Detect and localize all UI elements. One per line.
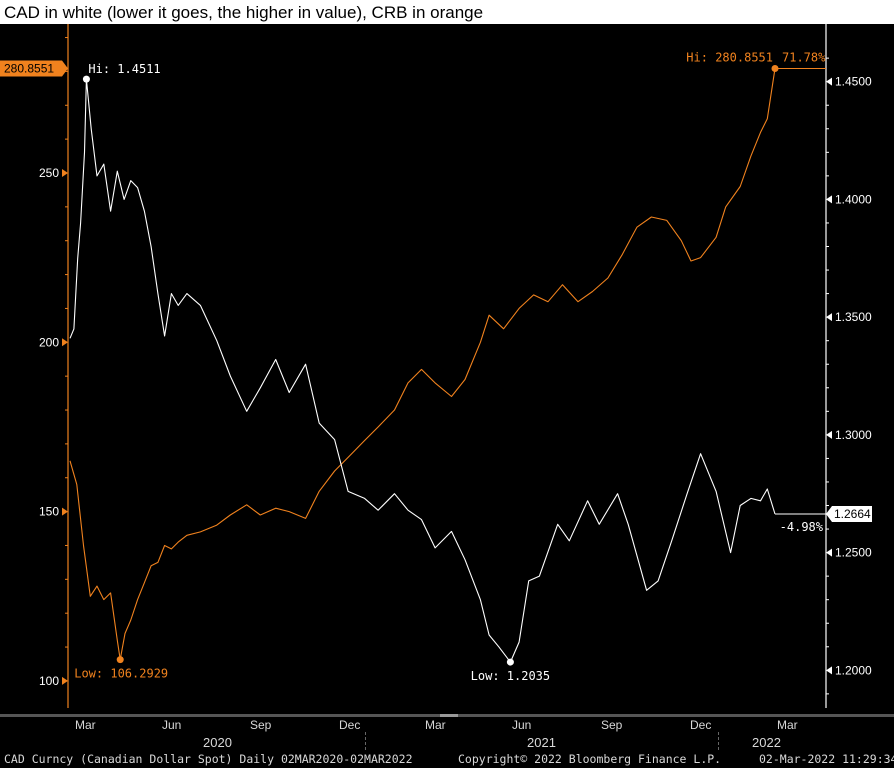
- timeline-scrollbar[interactable]: [0, 714, 894, 717]
- left-axis-tick-label: 100: [39, 674, 59, 688]
- left-axis-tick: [62, 507, 68, 516]
- right-axis-tick-label: 1.4500: [835, 75, 872, 89]
- crb-low-marker: [116, 656, 124, 664]
- copyright-text: Copyright© 2022 Bloomberg Finance L.P.: [458, 752, 722, 766]
- year-separator: [718, 732, 719, 750]
- scrollbar-thumb[interactable]: [440, 714, 458, 717]
- right-axis-tick: [826, 195, 832, 204]
- crb-low-label: Low: 106.2929: [74, 667, 168, 681]
- cad-low-marker: [506, 658, 514, 666]
- chart-title: CAD in white (lower it goes, the higher …: [4, 3, 484, 22]
- right-axis-tick-label: 1.4000: [835, 192, 872, 206]
- right-axis-tick-label: 1.2500: [835, 546, 872, 560]
- x-month-label: Sep: [250, 718, 272, 732]
- cad-current-tag: [826, 505, 872, 522]
- right-axis-tick: [826, 666, 832, 675]
- x-month-label: Sep: [601, 718, 623, 732]
- x-year-label: 2020: [203, 735, 232, 750]
- security-description: CAD Curncy (Canadian Dollar Spot) Daily …: [4, 752, 413, 766]
- crb-change-label: 71.78%: [782, 51, 826, 65]
- right-axis-tick: [826, 430, 832, 439]
- x-month-label: Dec: [690, 718, 712, 732]
- right-axis-tick-label: 1.2000: [835, 663, 872, 677]
- year-separator: [365, 732, 366, 750]
- right-axis-tick: [826, 77, 832, 86]
- x-month-label: Mar: [777, 718, 798, 732]
- x-month-label: Mar: [75, 718, 96, 732]
- cad-low-label: Low: 1.2035: [471, 669, 550, 683]
- x-month-label: Jun: [512, 718, 532, 732]
- x-year-label: 2021: [527, 735, 556, 750]
- cad-high-label: Hi: 1.4511: [88, 62, 160, 76]
- left-axis-tick-label: 250: [39, 166, 59, 180]
- crb-current-value: 280.8551: [4, 62, 54, 76]
- cad-current-value: 1.2664: [834, 507, 871, 521]
- cad-high-marker: [82, 75, 90, 83]
- cad-series-line: [69, 78, 776, 663]
- right-axis-tick-label: 1.3000: [835, 428, 872, 442]
- left-axis-tick: [62, 338, 68, 347]
- chart-svg: 100 150 200 250 1.2000 1.2500 1.3000 1.3500 1.40…: [0, 24, 894, 714]
- right-axis-tick-label: 1.3500: [835, 310, 872, 324]
- x-month-label: Jun: [162, 718, 182, 732]
- cad-change-label: -4.98%: [780, 520, 824, 534]
- x-month-label: Dec: [339, 718, 361, 732]
- plot-background: [0, 24, 894, 714]
- chart-area: 100 150 200 250 1.2000 1.2500 1.3000 1.3500 1.40…: [0, 24, 894, 714]
- left-axis-tick-label: 200: [39, 335, 59, 349]
- left-axis-tick-label: 150: [39, 505, 59, 519]
- right-axis-tick: [826, 313, 832, 322]
- left-axis-tick: [62, 168, 68, 177]
- crb-series-line: [69, 68, 776, 661]
- chart-footer: Mar Jun Sep Dec Mar Jun Sep Dec Mar 2020…: [0, 714, 894, 768]
- crb-high-label: Hi: 280.8551: [686, 51, 773, 65]
- timestamp: 02-Mar-2022 11:29:34: [759, 752, 894, 766]
- crb-current-tag: [0, 60, 68, 77]
- x-month-label: Mar: [425, 718, 446, 732]
- x-year-label: 2022: [752, 735, 781, 750]
- right-axis-tick: [826, 548, 832, 557]
- left-axis-tick: [62, 676, 68, 685]
